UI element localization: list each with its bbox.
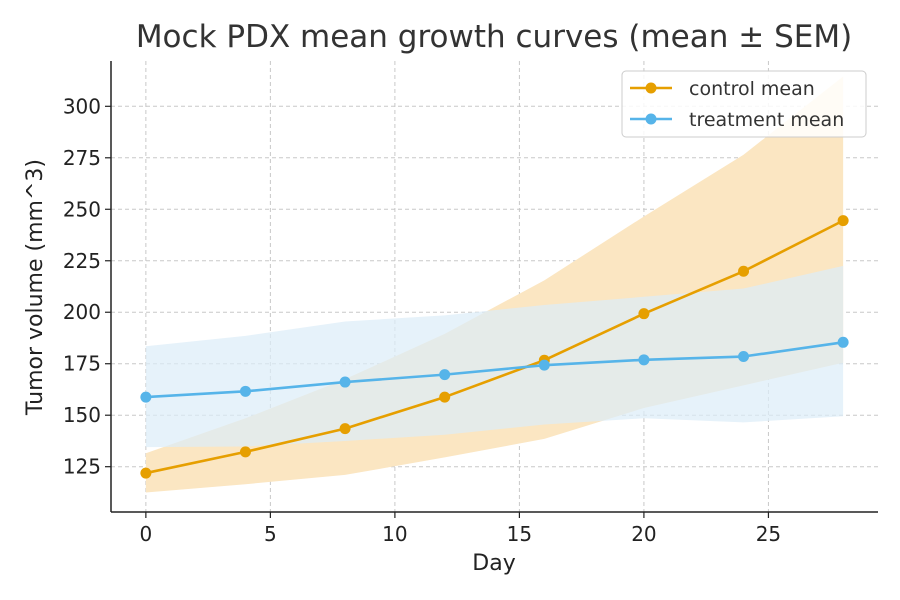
x-tick-label-5: 5 bbox=[264, 522, 277, 546]
axis-layer bbox=[110, 61, 878, 513]
x-tick-label-15: 15 bbox=[507, 522, 532, 546]
y-tick-label-150: 150 bbox=[63, 403, 101, 427]
x-tick-label-0: 0 bbox=[139, 522, 152, 546]
legend-marker-treatment bbox=[645, 113, 657, 125]
legend-frame bbox=[621, 70, 867, 138]
treatment-sem-band bbox=[145, 265, 844, 448]
control-point-day-24 bbox=[738, 265, 750, 277]
treatment-point-day-12 bbox=[439, 369, 451, 381]
x-tick-label-10: 10 bbox=[382, 522, 407, 546]
control-point-day-4 bbox=[239, 446, 251, 458]
treatment-mean-line bbox=[145, 341, 844, 399]
treatment-point-day-28 bbox=[837, 336, 849, 348]
y-tick-label-225: 225 bbox=[63, 249, 101, 273]
x-tick-label-20: 20 bbox=[631, 522, 656, 546]
series-line-layer bbox=[145, 219, 844, 475]
control-point-day-8 bbox=[339, 423, 351, 435]
y-tick-label-175: 175 bbox=[63, 352, 101, 376]
treatment-point-day-20 bbox=[638, 354, 650, 366]
treatment-point-day-24 bbox=[738, 351, 750, 363]
control-point-day-12 bbox=[439, 391, 451, 403]
y-tick-label-125: 125 bbox=[63, 455, 101, 479]
treatment-point-day-8 bbox=[339, 376, 351, 388]
y-tick-label-250: 250 bbox=[63, 197, 101, 221]
legend: control mean treatment mean bbox=[621, 70, 867, 138]
legend-label-control: control mean bbox=[689, 78, 815, 100]
tick-layer: 0 5 10 15 20 25 125 150 175 200 225 250 275 300 bbox=[63, 94, 781, 546]
treatment-point-day-4 bbox=[239, 385, 251, 397]
data-point-layer bbox=[140, 215, 849, 479]
control-point-day-20 bbox=[638, 308, 650, 320]
legend-label-treatment: treatment mean bbox=[689, 109, 844, 131]
x-tick-label-25: 25 bbox=[756, 522, 781, 546]
y-tick-label-200: 200 bbox=[63, 300, 101, 324]
chart-title: Mock PDX mean growth curves (mean ± SEM) bbox=[136, 19, 852, 55]
control-point-day-0 bbox=[140, 467, 152, 479]
y-tick-label-300: 300 bbox=[63, 94, 101, 118]
treatment-point-day-0 bbox=[140, 391, 152, 403]
control-point-day-28 bbox=[837, 215, 849, 227]
y-tick-label-275: 275 bbox=[63, 146, 101, 170]
control-mean-line bbox=[145, 219, 844, 475]
y-axis-label: Tumor volume (mm^3) bbox=[23, 159, 48, 416]
x-axis-label: Day bbox=[472, 551, 515, 576]
legend-marker-control bbox=[645, 82, 657, 94]
treatment-point-day-16 bbox=[538, 359, 550, 371]
sem-band-layer bbox=[145, 76, 844, 493]
